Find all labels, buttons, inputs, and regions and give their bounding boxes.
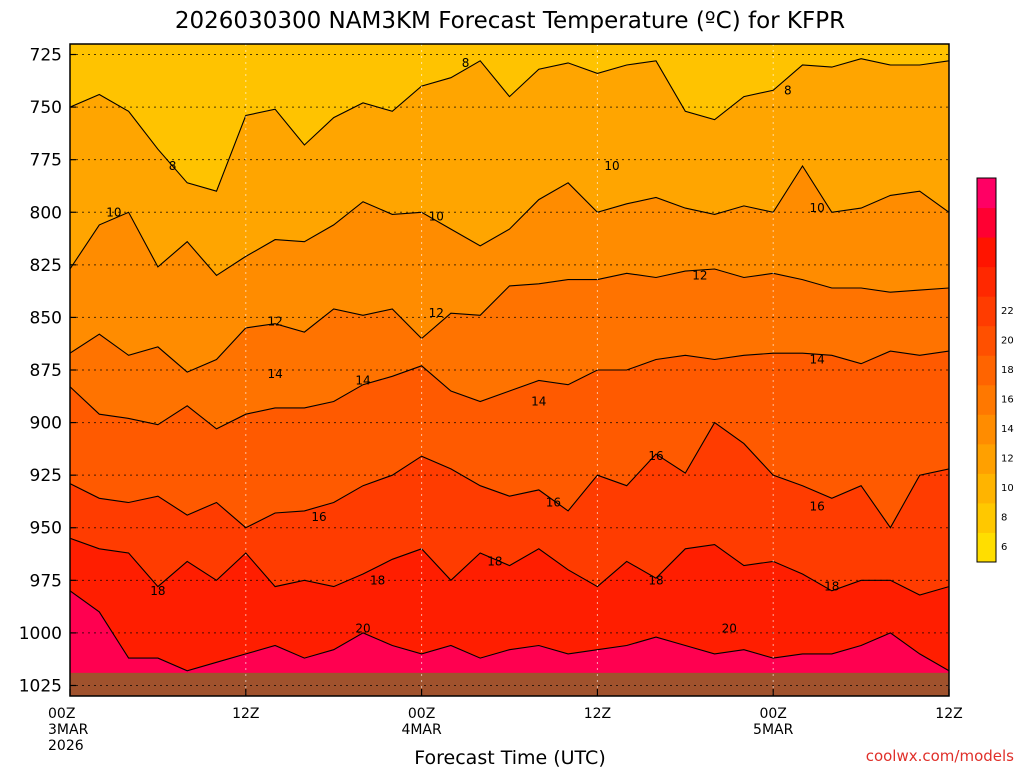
- isotherm-label: 12: [692, 268, 707, 282]
- isotherm-label: 18: [648, 573, 663, 587]
- plot-area: [70, 44, 949, 696]
- pressure-axis: 725 750 775 800 825 850 875 900 925 950 975 1000 102…: [19, 46, 76, 696]
- colorbar-label: 20: [1001, 335, 1014, 346]
- colorbar-label: 22: [1001, 306, 1014, 317]
- isotherm-lines: [70, 58, 949, 672]
- x-tick-label: 00Z: [48, 706, 75, 722]
- temperature-band: [70, 166, 949, 373]
- chart-title: 2026030300 NAM3KM Forecast Temperature (…: [175, 8, 845, 34]
- isotherm-label: 20: [722, 622, 737, 636]
- temperature-bands: [70, 44, 949, 696]
- temperature-band: [70, 590, 949, 696]
- isotherm-label: 14: [531, 395, 546, 409]
- x-tick-label: 2026: [48, 738, 84, 754]
- x-tick-label: 3MAR: [48, 722, 89, 738]
- isotherm-label: 16: [810, 500, 825, 514]
- colorbar-frame: [976, 177, 997, 563]
- isotherm-label: 16: [648, 449, 663, 463]
- y-tick-label: 950: [30, 519, 62, 539]
- y-tick-label: 1000: [19, 624, 62, 644]
- isotherm-label: 14: [810, 352, 825, 366]
- y-tick-label: 800: [30, 203, 62, 223]
- y-tick-label: 850: [30, 308, 62, 328]
- x-tick-label: 12Z: [935, 706, 962, 722]
- isotherm-label: 10: [106, 205, 121, 219]
- colorbar-swatch: [977, 384, 996, 415]
- isotherm-label: 8: [462, 56, 470, 70]
- y-tick-label: 925: [30, 466, 62, 486]
- isotherm-label: 10: [810, 201, 825, 215]
- isotherm-label: 10: [429, 209, 444, 223]
- x-axis-title: Forecast Time (UTC): [414, 747, 605, 768]
- isotherm-label: 14: [267, 367, 282, 381]
- x-tick-label: 00Z: [759, 706, 786, 722]
- colorbar-label: 12: [1001, 454, 1014, 465]
- isotherm-line: [70, 350, 949, 430]
- isotherm-label: 14: [355, 374, 370, 388]
- x-tick-label: 5MAR: [753, 722, 794, 738]
- colorbar-label: 18: [1001, 365, 1014, 376]
- colorbar-swatch: [977, 532, 996, 563]
- x-tick-label: 12Z: [232, 706, 259, 722]
- x-tick-label: 12Z: [584, 706, 611, 722]
- ground-surface: [70, 672, 949, 696]
- isotherm-label: 16: [546, 496, 561, 510]
- isotherm-label: 8: [784, 83, 792, 97]
- isotherm-label: 18: [370, 573, 385, 587]
- isotherm-line: [70, 58, 949, 192]
- colorbar-swatch: [977, 178, 996, 209]
- colorbar-label: 10: [1001, 483, 1014, 494]
- temperature-band: [70, 538, 949, 671]
- temperature-colorbar: 6 8 10 12 14 16 18 20 22: [976, 177, 1014, 563]
- colorbar-swatch: [977, 502, 996, 533]
- colorbar-swatch: [977, 266, 996, 297]
- colorbar-swatch: [977, 473, 996, 504]
- temperature-band: [70, 422, 949, 595]
- ground-layer: [70, 672, 949, 696]
- temperature-band: [70, 58, 949, 276]
- isotherm-line: [70, 537, 949, 596]
- contour-labels: 8 8 8 10 10 10 10 12 12 12 14 14 14 14 16 16 16 16 18 18 18 1…: [106, 56, 839, 636]
- colorbar-label: 8: [1001, 513, 1007, 524]
- isotherm-label: 18: [150, 584, 165, 598]
- isotherm-label: 12: [267, 315, 282, 329]
- isotherm-label: 18: [824, 580, 839, 594]
- y-tick-label: 1025: [19, 676, 62, 696]
- y-tick-label: 875: [30, 361, 62, 381]
- isotherm-label: 10: [604, 159, 619, 173]
- source-credit[interactable]: coolwx.com/models: [866, 747, 1014, 765]
- y-tick-label: 750: [30, 98, 62, 118]
- isotherm-line: [70, 590, 949, 672]
- temperature-band: [70, 351, 949, 528]
- isotherm-line: [70, 268, 949, 373]
- isotherm-line: [70, 164, 949, 277]
- x-tick-label: 4MAR: [401, 722, 442, 738]
- y-tick-label: 775: [30, 151, 62, 171]
- y-tick-label: 975: [30, 571, 62, 591]
- isotherm-line: [70, 421, 949, 529]
- temperature-band: [70, 269, 949, 429]
- isotherm-label: 20: [355, 622, 370, 636]
- colorbar-swatch: [977, 237, 996, 268]
- y-tick-label: 825: [30, 256, 62, 276]
- colorbar-label: 6: [1001, 542, 1007, 553]
- colorbar-swatch: [977, 207, 996, 238]
- y-tick-label: 900: [30, 414, 62, 434]
- colorbar-swatch: [977, 355, 996, 386]
- isotherm-label: 8: [169, 159, 177, 173]
- colorbar-label: 14: [1001, 424, 1014, 435]
- colorbar-swatch: [977, 296, 996, 327]
- colorbar-swatch: [977, 414, 996, 445]
- x-tick-label: 00Z: [408, 706, 435, 722]
- colorbar-swatch: [977, 443, 996, 474]
- colorbar-label: 16: [1001, 395, 1014, 406]
- temperature-band: [70, 44, 949, 192]
- isotherm-label: 16: [311, 510, 326, 524]
- y-tick-label: 725: [30, 46, 62, 66]
- colorbar-swatch: [977, 325, 996, 356]
- isotherm-label: 18: [487, 554, 502, 568]
- isotherm-label: 12: [429, 306, 444, 320]
